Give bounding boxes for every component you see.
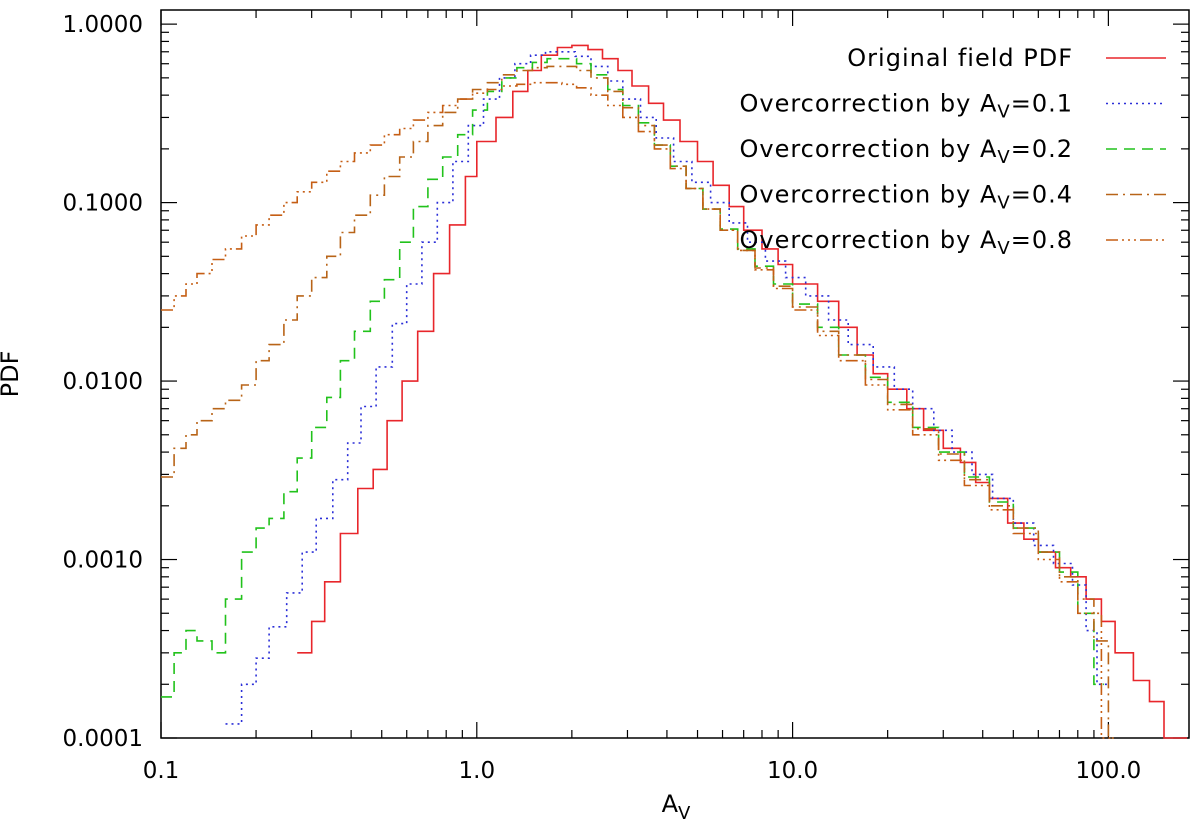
x-tick-label: 100.0 [1075, 758, 1141, 784]
legend-label-1: Original field PDF [847, 44, 1073, 72]
legend-label-main: Original field PDF [847, 44, 1073, 72]
y-tick-label: 1.0000 [63, 12, 143, 38]
legend-label-value: =0.1 [1011, 90, 1073, 118]
axis-ticks [160, 10, 1189, 739]
x-tick-label: 10.0 [767, 758, 818, 784]
series-line-3 [161, 57, 1104, 698]
legend-label-main: Overcorrection by A [739, 181, 997, 209]
legend-label-main: Overcorrection by A [739, 90, 997, 118]
legend-label-main: Overcorrection by A [739, 226, 997, 254]
legend-label-subscript: V [997, 147, 1010, 168]
plot-frame [160, 9, 1190, 739]
y-tick-label: 0.0001 [63, 726, 143, 752]
legend-label-subscript: V [997, 193, 1010, 214]
legend-label-5: Overcorrection by AV=0.8 [739, 226, 1073, 259]
legend-label-subscript: V [997, 238, 1010, 259]
legend-label-4: Overcorrection by AV=0.4 [739, 181, 1073, 214]
x-axis-title: AV [662, 790, 691, 824]
y-tick-label: 0.1000 [63, 191, 143, 217]
axis-labels: 0.1 1.0 10.0 100.0 0.0001 0.0010 0.0100 0.1000 1… [63, 12, 1142, 784]
y-tick-label: 0.0100 [63, 369, 143, 395]
legend-label-main: Overcorrection by A [739, 135, 997, 163]
legend-label-subscript: V [997, 102, 1010, 123]
legend-label-value: =0.4 [1011, 181, 1073, 209]
legend-label-3: Overcorrection by AV=0.2 [739, 135, 1073, 168]
series-line-5 [161, 81, 1112, 739]
series-line-4 [161, 65, 1119, 739]
series-lines [161, 44, 1188, 739]
legend-label-value: =0.2 [1011, 135, 1073, 163]
y-tick-label: 0.0010 [63, 548, 143, 574]
legend-label-value: =0.8 [1011, 226, 1073, 254]
x-axis-title-subscript: V [678, 803, 691, 824]
x-tick-label: 1.0 [459, 758, 496, 784]
legend-label-2: Overcorrection by AV=0.1 [739, 90, 1073, 123]
x-tick-label: 0.1 [143, 758, 180, 784]
x-axis-title-main: A [662, 790, 679, 818]
y-axis-title: PDF [0, 351, 24, 398]
